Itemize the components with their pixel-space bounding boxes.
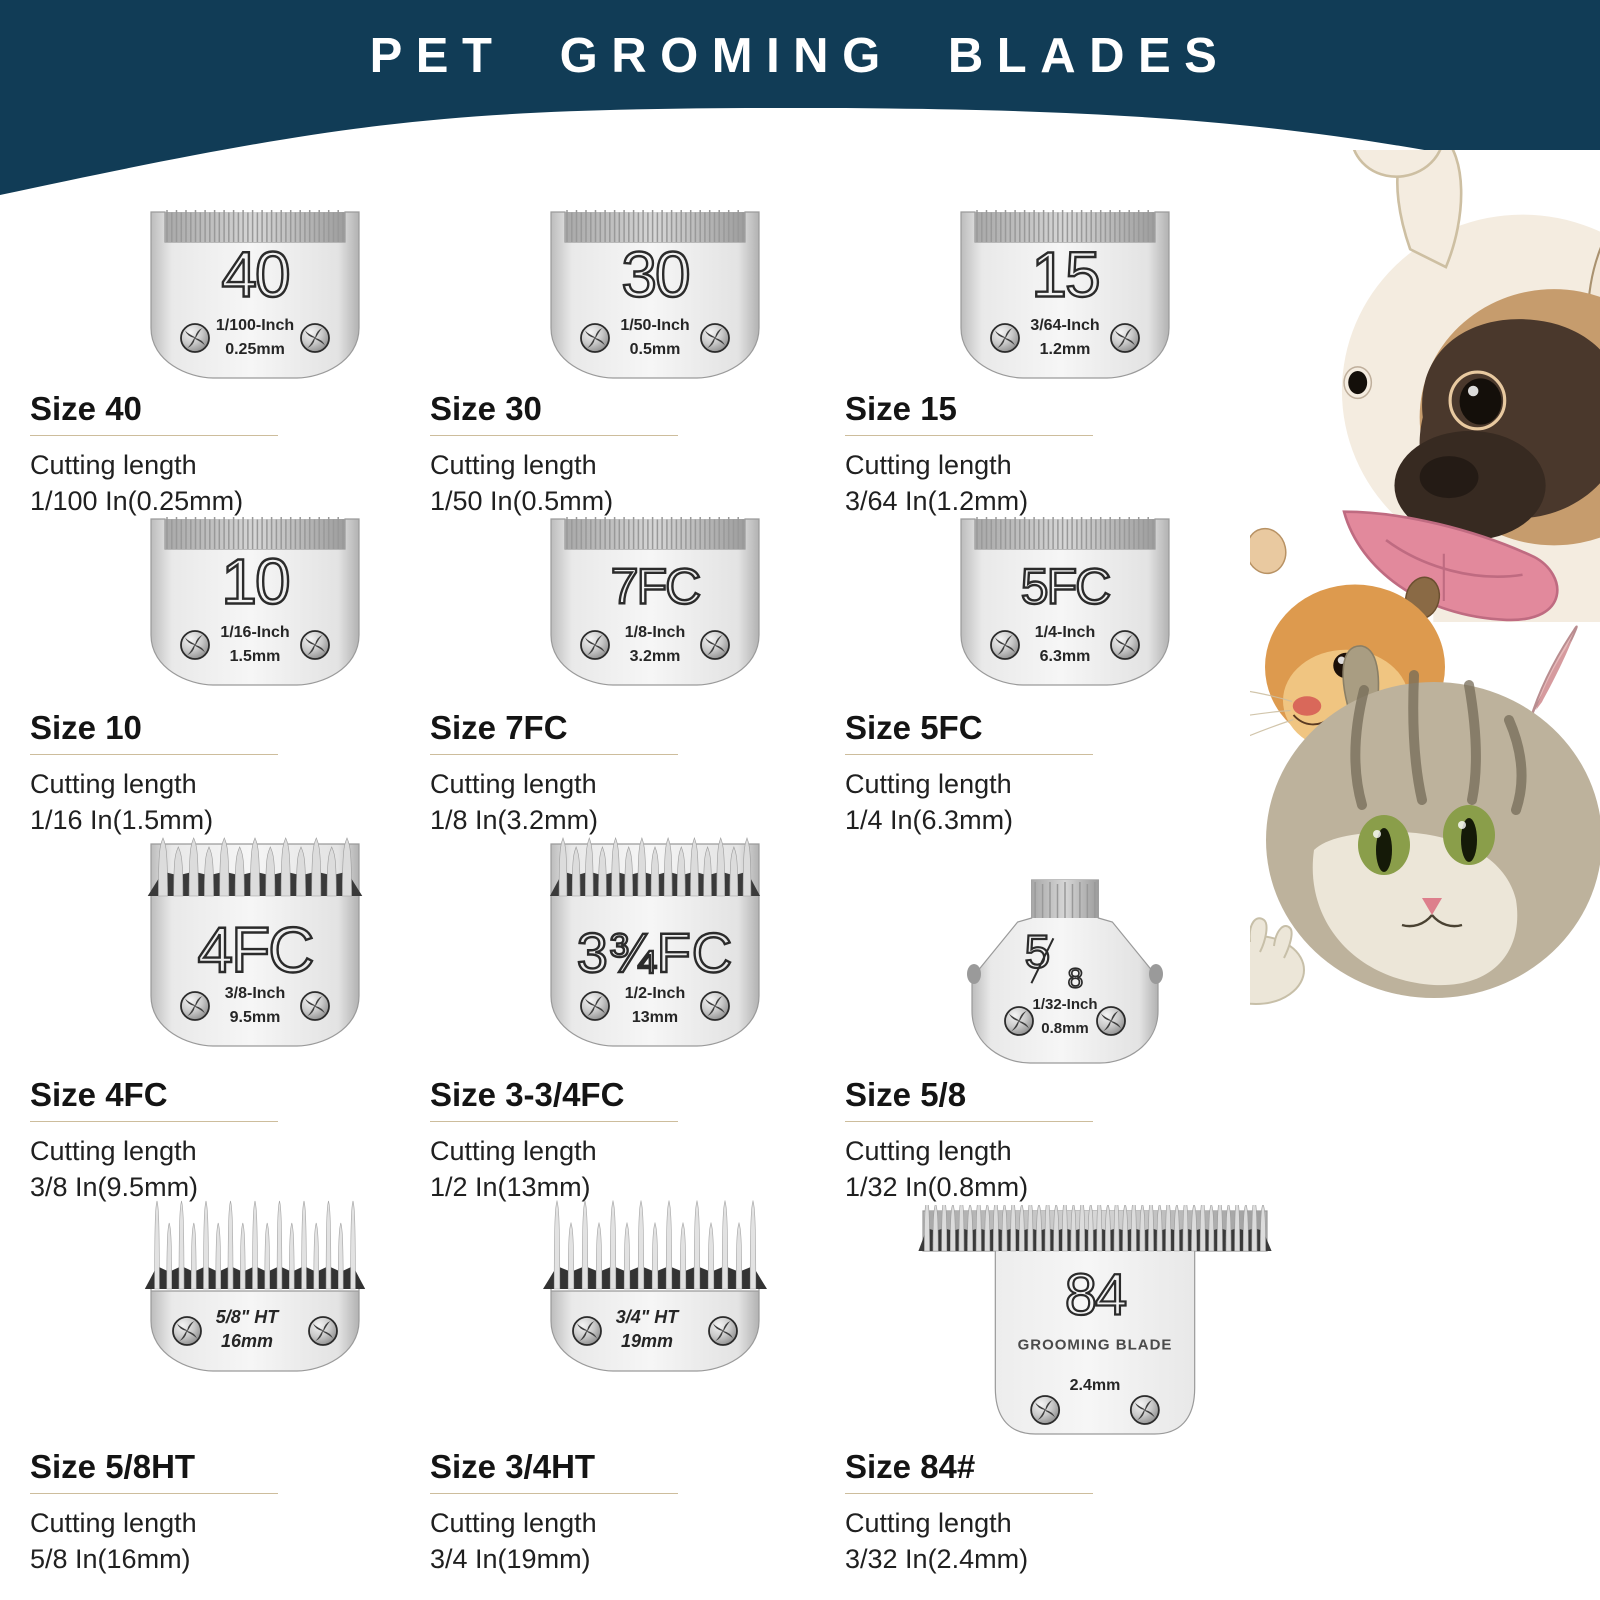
svg-text:19mm: 19mm <box>621 1331 673 1351</box>
svg-text:3¾FC: 3¾FC <box>577 921 734 984</box>
svg-text:13mm: 13mm <box>632 1009 678 1026</box>
svg-text:1/4-Inch: 1/4-Inch <box>1035 624 1095 641</box>
svg-text:30: 30 <box>621 239 689 311</box>
svg-text:1/100-Inch: 1/100-Inch <box>216 317 294 334</box>
svg-text:8: 8 <box>1068 963 1084 994</box>
svg-text:16mm: 16mm <box>221 1331 273 1351</box>
svg-text:3/64-Inch: 3/64-Inch <box>1030 317 1099 334</box>
svg-text:10: 10 <box>221 546 289 618</box>
svg-text:1/8-Inch: 1/8-Inch <box>625 624 685 641</box>
svg-text:4FC: 4FC <box>198 914 313 986</box>
svg-text:1/16-Inch: 1/16-Inch <box>220 624 289 641</box>
svg-text:3.2mm: 3.2mm <box>630 648 681 665</box>
svg-text:1.5mm: 1.5mm <box>230 648 281 665</box>
svg-text:7FC: 7FC <box>611 559 700 615</box>
svg-text:3/4" HT: 3/4" HT <box>616 1307 681 1327</box>
svg-text:15: 15 <box>1031 239 1098 311</box>
svg-text:2.4mm: 2.4mm <box>1070 1377 1121 1394</box>
svg-text:40: 40 <box>221 239 289 311</box>
svg-text:3/8-Inch: 3/8-Inch <box>225 985 285 1002</box>
svg-text:1/2-Inch: 1/2-Inch <box>625 985 685 1002</box>
svg-text:5FC: 5FC <box>1021 559 1110 615</box>
svg-text:GROOMING BLADE: GROOMING BLADE <box>1018 1336 1173 1353</box>
svg-text:0.5mm: 0.5mm <box>630 341 681 358</box>
svg-text:5/8" HT: 5/8" HT <box>216 1307 281 1327</box>
svg-text:6.3mm: 6.3mm <box>1040 648 1091 665</box>
svg-text:9.5mm: 9.5mm <box>230 1009 281 1026</box>
svg-text:0.8mm: 0.8mm <box>1041 1020 1089 1037</box>
svg-text:0.25mm: 0.25mm <box>225 341 285 358</box>
svg-text:84: 84 <box>1065 1263 1126 1328</box>
svg-text:1/50-Inch: 1/50-Inch <box>620 317 689 334</box>
svg-text:1/32-Inch: 1/32-Inch <box>1032 996 1097 1013</box>
svg-text:1.2mm: 1.2mm <box>1040 341 1091 358</box>
